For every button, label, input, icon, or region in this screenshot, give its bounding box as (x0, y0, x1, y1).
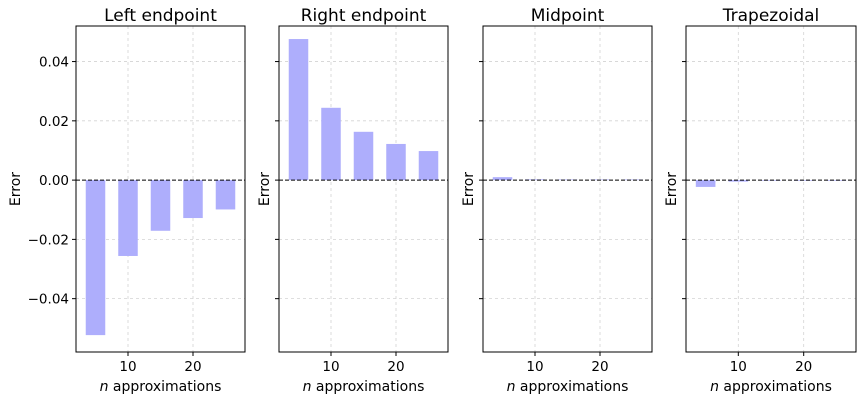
x-axis-label-text: approximations (108, 379, 221, 395)
axes-frame (482, 25, 653, 353)
bar (353, 131, 374, 181)
y-axis-label: Error (257, 172, 273, 206)
x-tick-label: 10 (730, 359, 747, 375)
subplot-3: 10 20 Midpoint n approximations Error (461, 6, 653, 395)
bar (386, 143, 406, 181)
bar (85, 180, 106, 336)
x-tick-label: 20 (795, 359, 812, 375)
x-axis-label: n approximations (710, 379, 832, 395)
x-tick-label: 20 (184, 359, 201, 375)
bar (492, 177, 513, 181)
x-axis-label-variable: n (303, 379, 312, 395)
chart-title: Midpoint (531, 6, 605, 26)
x-axis-label-variable: n (100, 379, 109, 395)
y-tick-label: 0.04 (39, 55, 69, 71)
bar (215, 180, 236, 210)
x-axis-label-text: approximations (515, 379, 628, 395)
x-axis-label-text: approximations (719, 379, 832, 395)
y-tick-label: −0.04 (28, 292, 69, 308)
y-tick-label: 0.02 (39, 114, 69, 130)
y-axis-label: Error (461, 172, 477, 206)
axes-frame (685, 25, 857, 353)
x-axis-label-text: approximations (311, 379, 424, 395)
axes-frame (75, 25, 246, 353)
x-tick-label: 20 (387, 359, 404, 375)
x-tick-label: 20 (591, 359, 608, 375)
bar (321, 107, 341, 181)
bar (695, 180, 716, 187)
x-axis-label: n approximations (100, 379, 222, 395)
y-axis-label: Error (8, 172, 24, 206)
chart-title: Left endpoint (104, 6, 217, 26)
chart-title: Trapezoidal (722, 6, 820, 26)
x-axis-label: n approximations (507, 379, 629, 395)
y-tick-label: −0.02 (28, 232, 69, 248)
subplot-4: 10 20 Trapezoidal n approximations Error (664, 6, 857, 395)
x-axis-label-variable: n (507, 379, 516, 395)
bar (288, 39, 309, 181)
x-tick-label: 10 (526, 359, 543, 375)
bar (728, 180, 749, 182)
axes-frame (278, 25, 449, 353)
y-axis-label: Error (664, 172, 680, 206)
subplot-2: 10 20 Right endpoint n approximations Error (257, 6, 449, 395)
bar (183, 180, 203, 219)
bar (622, 179, 643, 181)
x-tick-label: 10 (119, 359, 136, 375)
y-tick-label: 0.00 (39, 173, 69, 189)
subplot-1: 0.04 0.02 0.00 −0.02 −0.04 10 20 Left endpoint n… (8, 6, 246, 395)
x-axis-label-variable: n (710, 379, 719, 395)
bar (118, 180, 138, 256)
chart-title: Right endpoint (301, 6, 427, 26)
x-tick-label: 10 (322, 359, 339, 375)
bar (150, 180, 171, 231)
x-axis-label: n approximations (303, 379, 425, 395)
bar (418, 151, 439, 181)
